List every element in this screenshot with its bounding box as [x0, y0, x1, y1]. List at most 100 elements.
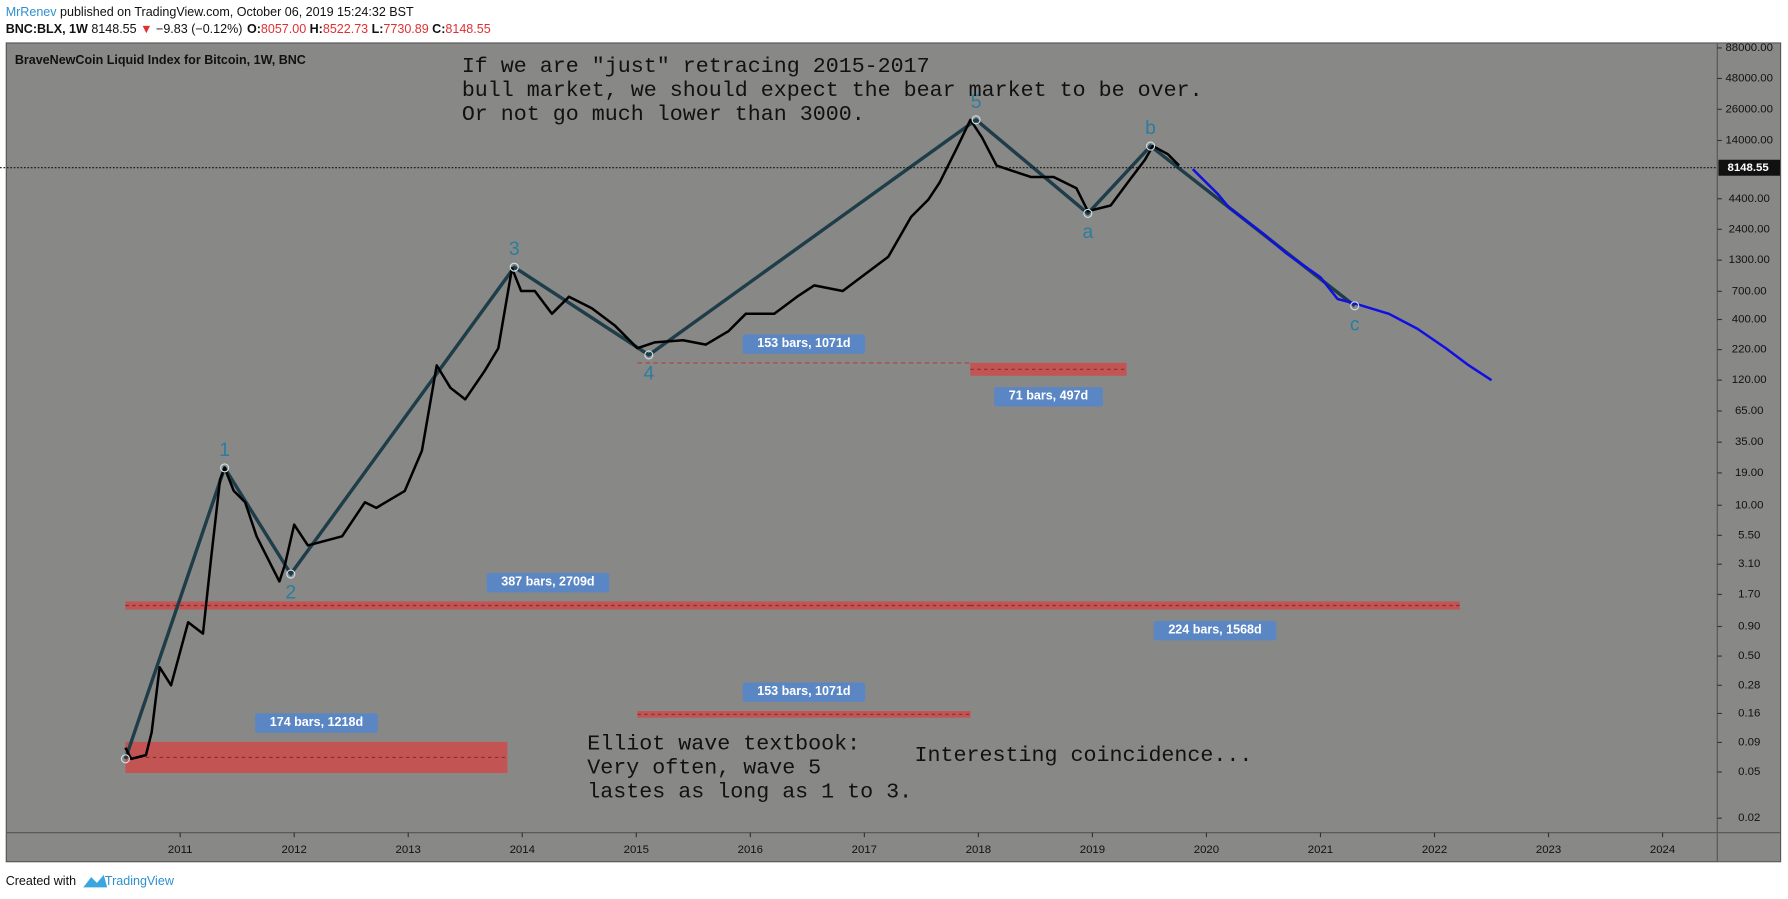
wave-label: 1: [219, 439, 230, 461]
x-tick-label: 2019: [1080, 844, 1105, 856]
y-tick-label: 19.00: [1735, 467, 1764, 479]
ohlc-value: 8522.73: [323, 22, 368, 36]
tradingview-logo: [83, 874, 108, 888]
y-tick-label: 1.70: [1738, 588, 1760, 600]
y-tick-label: 3.10: [1738, 558, 1760, 570]
ohlc-key: O:: [247, 22, 261, 36]
annotation-text: Or not go much lower than 3000.: [462, 102, 865, 127]
wave-point: [1146, 141, 1156, 151]
current-price-label: 8148.55: [1727, 162, 1769, 174]
plot-area: 153 bars, 1071d 71 bars, 497d 387 bars, 27…: [120, 54, 1493, 804]
range-label: 387 bars, 2709d: [501, 574, 594, 588]
ohlc-value: 8057.00: [261, 22, 306, 36]
y-tick-label: 35.00: [1735, 436, 1764, 448]
x-tick-label: 2024: [1650, 844, 1675, 856]
range-box: [970, 601, 1460, 610]
y-tick-label: 700.00: [1732, 285, 1767, 297]
y-tick-label: 48000.00: [1725, 72, 1773, 84]
author[interactable]: MrRenev: [6, 5, 58, 19]
range-label: 174 bars, 1218d: [270, 715, 363, 729]
ohlc-key: L:: [372, 22, 384, 36]
x-tick-label: 2022: [1422, 844, 1447, 856]
price-axis: [1717, 43, 1781, 862]
ohlc-value: 8148.55: [445, 22, 490, 36]
annotation-text: Elliot wave textbook:: [587, 731, 860, 756]
wave-label: 3: [509, 238, 520, 260]
y-tick-label: 0.05: [1738, 766, 1760, 778]
y-tick-label: 400.00: [1732, 314, 1767, 326]
wave-point: [120, 754, 130, 764]
y-tick-label: 88000.00: [1725, 42, 1773, 54]
y-tick-label: 0.09: [1738, 736, 1760, 748]
chart-frame: [5, 42, 1782, 863]
x-tick-label: 2017: [852, 844, 877, 856]
wave-label: 2: [285, 582, 296, 604]
y-tick-label: 0.28: [1738, 679, 1760, 691]
range-label: 71 bars, 497d: [1009, 389, 1088, 403]
annotation-text: If we are "just" retracing 2015-2017: [462, 54, 930, 79]
wave-label: 5: [971, 91, 982, 113]
y-tick-label: 5.50: [1738, 529, 1760, 541]
header-line-1: MrRenev published on TradingView.com, Oc…: [6, 5, 414, 19]
x-tick-label: 2015: [624, 844, 649, 856]
wave-point: [220, 463, 230, 473]
change: −9.83 (−0.12%): [156, 22, 242, 36]
symbol: BNC:BLX, 1W: [6, 22, 88, 36]
range-label-box: [1153, 620, 1277, 641]
x-tick-label: 2023: [1536, 844, 1561, 856]
y-tick-label: 2400.00: [1729, 223, 1770, 235]
annotation-text: bull market, we should expect the bear m…: [462, 78, 1203, 103]
wave-label: 4: [643, 362, 654, 384]
y-tick-label: 0.16: [1738, 707, 1760, 719]
x-tick-label: 2011: [168, 844, 193, 856]
change-arrow: ▼: [140, 22, 152, 36]
wave-point: [644, 350, 654, 360]
price-line: [1191, 168, 1493, 382]
annotation-text: Interesting coincidence...: [915, 743, 1253, 768]
wave-point: [509, 262, 519, 272]
x-tick-label: 2012: [282, 844, 307, 856]
ohlc-key: C:: [432, 22, 445, 36]
y-tick-label: 4400.00: [1729, 193, 1770, 205]
last-price: 8148.55: [91, 22, 136, 36]
annotation-text: Very often, wave 5: [587, 755, 821, 780]
range-label-box: [486, 572, 610, 593]
wave-point: [1350, 301, 1360, 311]
range-label-box: [255, 713, 378, 733]
wave-label: b: [1145, 117, 1156, 139]
x-tick-label: 2014: [510, 844, 535, 856]
range-label-box: [994, 387, 1103, 407]
x-tick-label: 2016: [738, 844, 763, 856]
range-label-box: [742, 334, 866, 354]
chart-title: BraveNewCoin Liquid Index for Bitcoin, 1…: [15, 53, 306, 67]
range-label: 153 bars, 1071d: [757, 336, 850, 350]
range-label: 224 bars, 1568d: [1168, 622, 1261, 636]
published: published on TradingView.com, October 06…: [57, 5, 414, 19]
x-tick-label: 2020: [1194, 844, 1219, 856]
range-label: 153 bars, 1071d: [757, 684, 850, 698]
range-label-box: [742, 682, 866, 702]
wave-label: a: [1082, 221, 1093, 243]
y-tick-label: 0.02: [1738, 812, 1760, 824]
footer-prefix: Created with: [6, 874, 76, 888]
y-tick-label: 10.00: [1735, 499, 1764, 511]
y-tick-label: 14000.00: [1725, 135, 1773, 147]
y-tick-label: 0.90: [1738, 621, 1760, 633]
current-price-badge: [1718, 159, 1781, 176]
x-tick-label: 2018: [966, 844, 991, 856]
y-tick-label: 26000.00: [1725, 103, 1773, 115]
y-tick-label: 65.00: [1735, 405, 1764, 417]
ohlc-key: H:: [310, 22, 323, 36]
wave-point: [1083, 208, 1093, 218]
range-box: [125, 601, 971, 610]
header-line-2: BNC:BLX, 1W 8148.55 ▼ −9.83 (−0.12%) O:80…: [6, 22, 491, 36]
ohlc-value: 7730.89: [383, 22, 428, 36]
wave-point: [971, 115, 981, 125]
y-tick-label: 1300.00: [1729, 254, 1770, 266]
annotation-text: lastes as long as 1 to 3.: [587, 779, 912, 804]
y-tick-label: 220.00: [1732, 344, 1767, 356]
footer-brand[interactable]: TradingView: [105, 874, 175, 888]
wave-point: [286, 569, 296, 579]
